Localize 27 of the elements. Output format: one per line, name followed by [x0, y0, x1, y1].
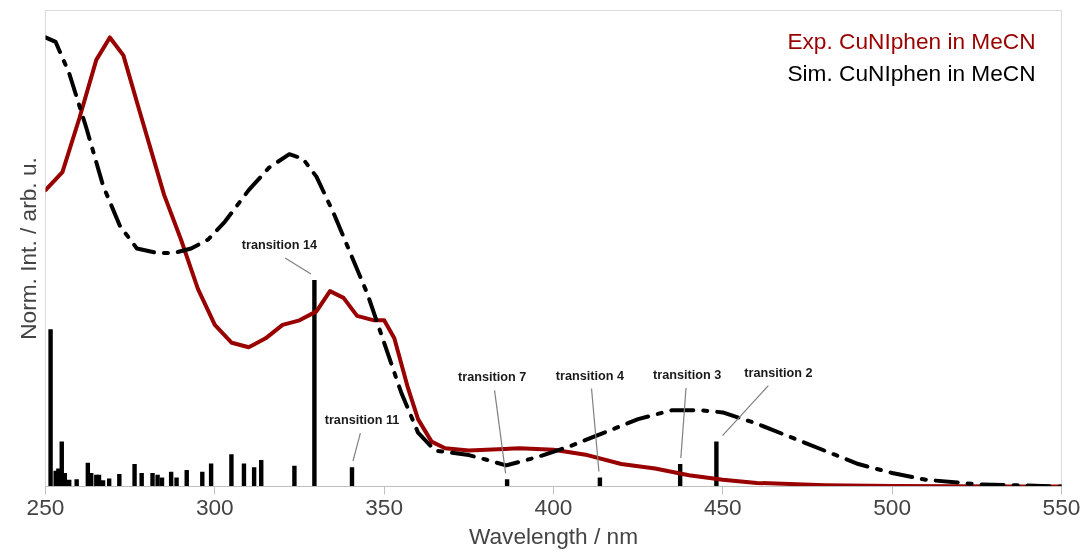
x-tick-label: 500 [873, 493, 912, 520]
text: Exp. CuNIphen in MeCN [787, 27, 1036, 54]
x-tick-label: 550 [1042, 493, 1081, 520]
annotation: transition 4 [555, 368, 625, 383]
x-tick-label: 300 [195, 493, 234, 520]
x-axis-title: Wavelength / nm [468, 522, 639, 549]
bar [139, 473, 144, 487]
y-axis-title: Norm. Int. / arb. u. [14, 157, 41, 340]
bar [200, 471, 205, 487]
bar [132, 464, 137, 487]
bar [117, 473, 122, 487]
annotation: transition 7 [458, 370, 527, 385]
bar [48, 329, 53, 487]
bar [714, 441, 719, 487]
annotation: transition 2 [744, 365, 813, 380]
annotation: transition 11 [324, 413, 400, 428]
x-tick-label: 250 [26, 493, 65, 520]
x-tick-label: 400 [534, 493, 573, 520]
bar [229, 454, 234, 487]
x-tick-label: 350 [365, 493, 404, 520]
bar [292, 465, 297, 487]
x-tick-label: 450 [703, 493, 742, 520]
annotation: transition 14 [241, 237, 318, 252]
bar [312, 279, 317, 487]
text: Sim. CuNIphen in MeCN [787, 59, 1036, 86]
annotation: transition 3 [653, 368, 722, 383]
bar [74, 479, 79, 487]
